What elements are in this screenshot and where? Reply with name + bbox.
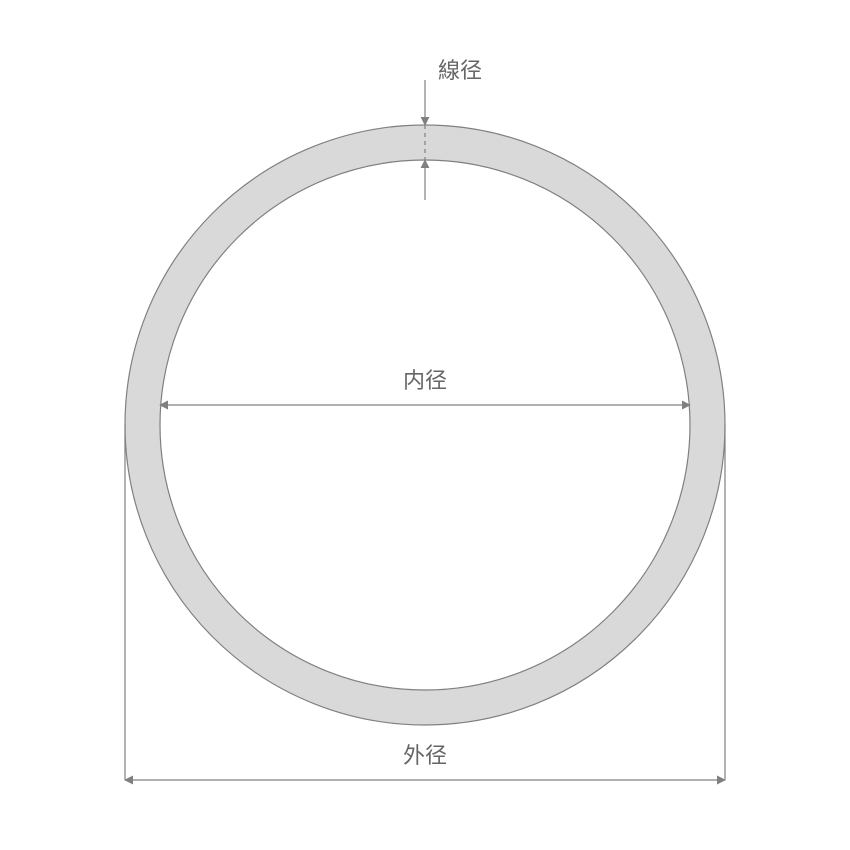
wire-diameter-label: 線径 <box>438 58 482 83</box>
outer-diameter-label: 外径 <box>403 743 447 768</box>
ring-dimension-diagram: 線径内径外径 <box>0 0 850 850</box>
inner-diameter-label: 内径 <box>403 368 447 393</box>
